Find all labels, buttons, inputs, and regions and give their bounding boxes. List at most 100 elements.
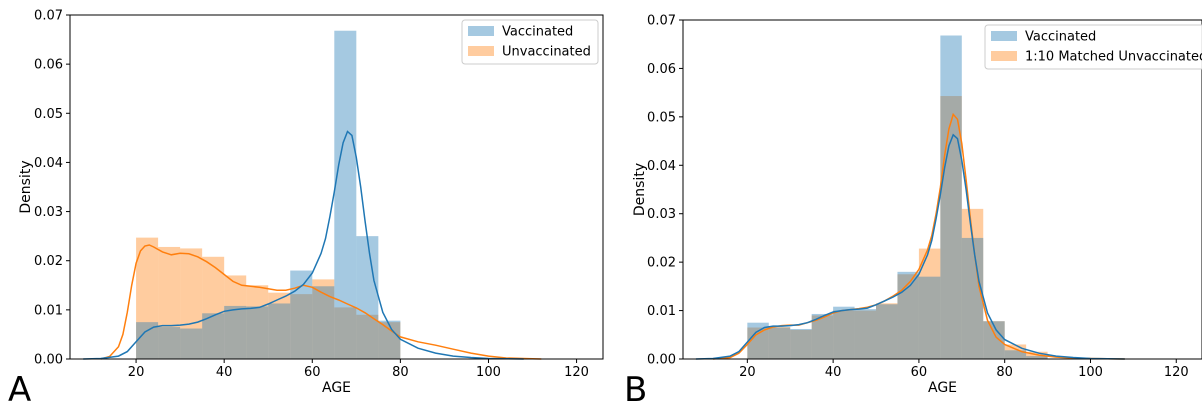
- axes: [679, 19, 1202, 363]
- x-tick-label: 80: [392, 365, 409, 380]
- bar-vaccinated-8: [312, 286, 335, 359]
- bar-vaccinated-7: [897, 271, 919, 359]
- panel-a: 20 40 60 80 100 120 0.00 0.01 0.02 0.03 0.04 0.05 0.…: [8, 9, 604, 404]
- bar-unvaccinated-5: [246, 285, 269, 359]
- panel-letter-a: A: [8, 370, 31, 404]
- histogram-bars: [747, 35, 1048, 360]
- y-tick-label: 0.02: [34, 254, 63, 269]
- kde-lines: [83, 130, 542, 360]
- bar-vaccinated-8: [918, 276, 941, 359]
- y-tick-label: 0.03: [647, 207, 676, 222]
- bar-vaccinated-5: [854, 309, 877, 359]
- x-tick-label: 40: [825, 365, 842, 380]
- legend-label-vaccinated: Vaccinated: [502, 25, 573, 40]
- x-tick-label: 80: [996, 365, 1013, 380]
- y-tick-label: 0.05: [34, 107, 63, 122]
- bar-vaccinated-4: [833, 306, 855, 359]
- bar-vaccinated-3: [811, 313, 834, 359]
- y-tick-label: 0.01: [647, 304, 676, 319]
- x-axis-label: AGE: [322, 380, 351, 396]
- x-tick-label: 60: [304, 365, 321, 380]
- legend-swatch-vaccinated: [468, 26, 494, 36]
- axes: [66, 14, 604, 363]
- legend-label-vaccinated: Vaccinated: [1025, 30, 1096, 45]
- legend-label-matched-unvaccinated: 1:10 Matched Unvaccinated: [1025, 50, 1202, 65]
- y-tick-label: 0.04: [34, 156, 63, 171]
- bar-1-10-matched-unvaccinated-10: [961, 208, 984, 359]
- bar-1-10-matched-unvaccinated-6: [876, 303, 898, 359]
- x-tick-label: 100: [476, 365, 501, 380]
- legend-frame: [461, 19, 599, 65]
- bar-1-10-matched-unvaccinated-5: [854, 310, 877, 359]
- y-tick-label: 0.07: [647, 14, 676, 29]
- y-tick-label: 0.06: [34, 58, 63, 73]
- y-tick-label: 0.01: [34, 303, 63, 318]
- bar-vaccinated-0: [136, 322, 159, 359]
- y-tick-label: 0.06: [647, 62, 676, 77]
- bar-1-10-matched-unvaccinated-11: [983, 321, 1005, 359]
- bar-unvaccinated-1: [158, 246, 181, 359]
- bar-1-10-matched-unvaccinated-2: [790, 329, 812, 359]
- legend: Vaccinated 1:10 Matched Unvaccinated: [984, 24, 1202, 70]
- x-tick-label: 40: [216, 365, 233, 380]
- x-tick-label: 100: [1078, 365, 1103, 380]
- bar-vaccinated-2: [180, 328, 203, 359]
- legend-label-unvaccinated: Unvaccinated: [502, 45, 591, 60]
- y-tick-label: 0.00: [34, 353, 63, 368]
- bar-1-10-matched-unvaccinated-4: [833, 310, 855, 359]
- x-tick-label: 60: [911, 365, 928, 380]
- bar-vaccinated-1: [768, 327, 791, 359]
- axes-frame: [69, 14, 604, 360]
- x-tick-label: 120: [1164, 365, 1189, 380]
- bar-unvaccinated-0: [136, 237, 159, 359]
- bar-vaccinated-9: [940, 35, 962, 360]
- bar-unvaccinated-10: [356, 314, 379, 359]
- bar-1-10-matched-unvaccinated-7: [897, 274, 919, 359]
- bar-vaccinated-5: [246, 306, 269, 359]
- bar-vaccinated-6: [876, 304, 898, 359]
- y-axis-label: Density: [18, 160, 34, 213]
- kde-line-vaccinated: [83, 130, 524, 360]
- bar-vaccinated-11: [378, 320, 401, 359]
- bar-vaccinated-2: [790, 328, 812, 359]
- bar-vaccinated-11: [983, 321, 1005, 359]
- x-axis-label: AGE: [928, 380, 957, 396]
- panel-b: 20 40 60 80 100 120 0.00 0.01 0.02 0.03 0.04 0.05 0.…: [624, 14, 1202, 404]
- bar-vaccinated-12: [1004, 350, 1027, 359]
- bar-vaccinated-0: [747, 322, 769, 359]
- bar-unvaccinated-4: [224, 275, 247, 359]
- x-tick-label: 20: [128, 365, 145, 380]
- bar-unvaccinated-6: [268, 292, 291, 359]
- y-axis-label: Density: [632, 163, 648, 216]
- bar-vaccinated-9: [334, 30, 357, 360]
- bar-vaccinated-6: [268, 303, 291, 359]
- y-tick-label: 0.02: [647, 256, 676, 271]
- bar-1-10-matched-unvaccinated-1: [768, 327, 791, 359]
- bar-unvaccinated-7: [290, 294, 313, 359]
- panel-letter-b: B: [624, 370, 647, 404]
- y-tick-label: 0.03: [34, 205, 63, 220]
- tick-labels: 20 40 60 80 100 120 0.00 0.01 0.02 0.03 0.04 0.05 0.…: [34, 9, 589, 381]
- bar-1-10-matched-unvaccinated-8: [918, 248, 941, 359]
- bar-vaccinated-1: [158, 327, 181, 359]
- y-tick-label: 0.07: [34, 9, 63, 24]
- histogram-bars: [136, 30, 401, 360]
- x-tick-label: 20: [739, 365, 756, 380]
- bar-unvaccinated-11: [378, 322, 401, 359]
- legend-frame: [984, 24, 1202, 70]
- y-tick-label: 0.05: [647, 110, 676, 125]
- bar-vaccinated-10: [961, 237, 984, 359]
- bar-vaccinated-10: [356, 236, 379, 359]
- bar-unvaccinated-9: [334, 307, 357, 359]
- bar-vaccinated-13: [1026, 356, 1048, 359]
- bar-vaccinated-4: [224, 305, 247, 359]
- legend-swatch-vaccinated: [991, 31, 1017, 41]
- tick-labels: 20 40 60 80 100 120 0.00 0.01 0.02 0.03 0.04 0.05 0.…: [647, 14, 1189, 381]
- y-tick-label: 0.00: [647, 353, 676, 368]
- bar-unvaccinated-2: [180, 248, 203, 359]
- y-tick-label: 0.04: [647, 159, 676, 174]
- x-tick-label: 120: [564, 365, 589, 380]
- bar-vaccinated-3: [202, 313, 225, 359]
- bar-vaccinated-7: [290, 270, 313, 359]
